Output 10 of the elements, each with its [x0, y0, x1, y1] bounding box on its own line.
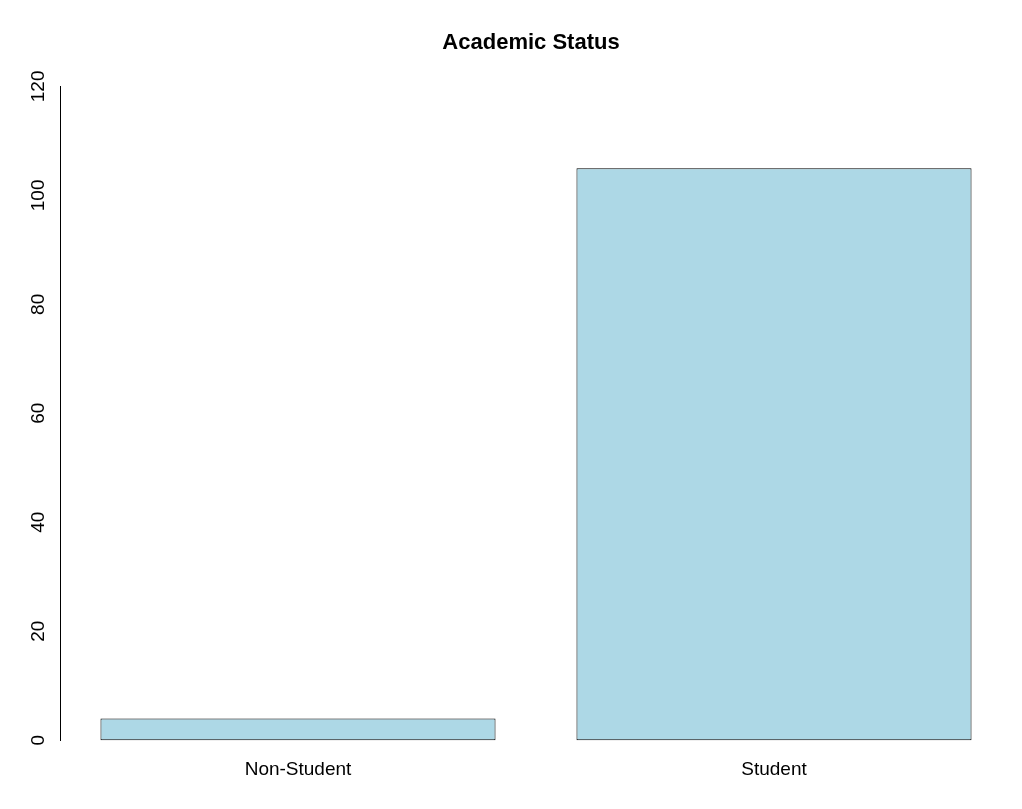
y-tick-label: 40	[26, 511, 48, 533]
y-tick-label: 0	[26, 734, 48, 746]
y-tick-label: 80	[26, 293, 48, 315]
y-tick-label: 60	[26, 402, 48, 424]
x-tick-label: Student	[741, 757, 808, 779]
y-tick-label: 120	[26, 70, 48, 103]
y-tick-label: 100	[26, 179, 48, 212]
y-tick-label: 20	[26, 620, 48, 642]
x-tick-label: Non-Student	[244, 757, 353, 779]
chart-title: Academic Status	[442, 29, 620, 55]
